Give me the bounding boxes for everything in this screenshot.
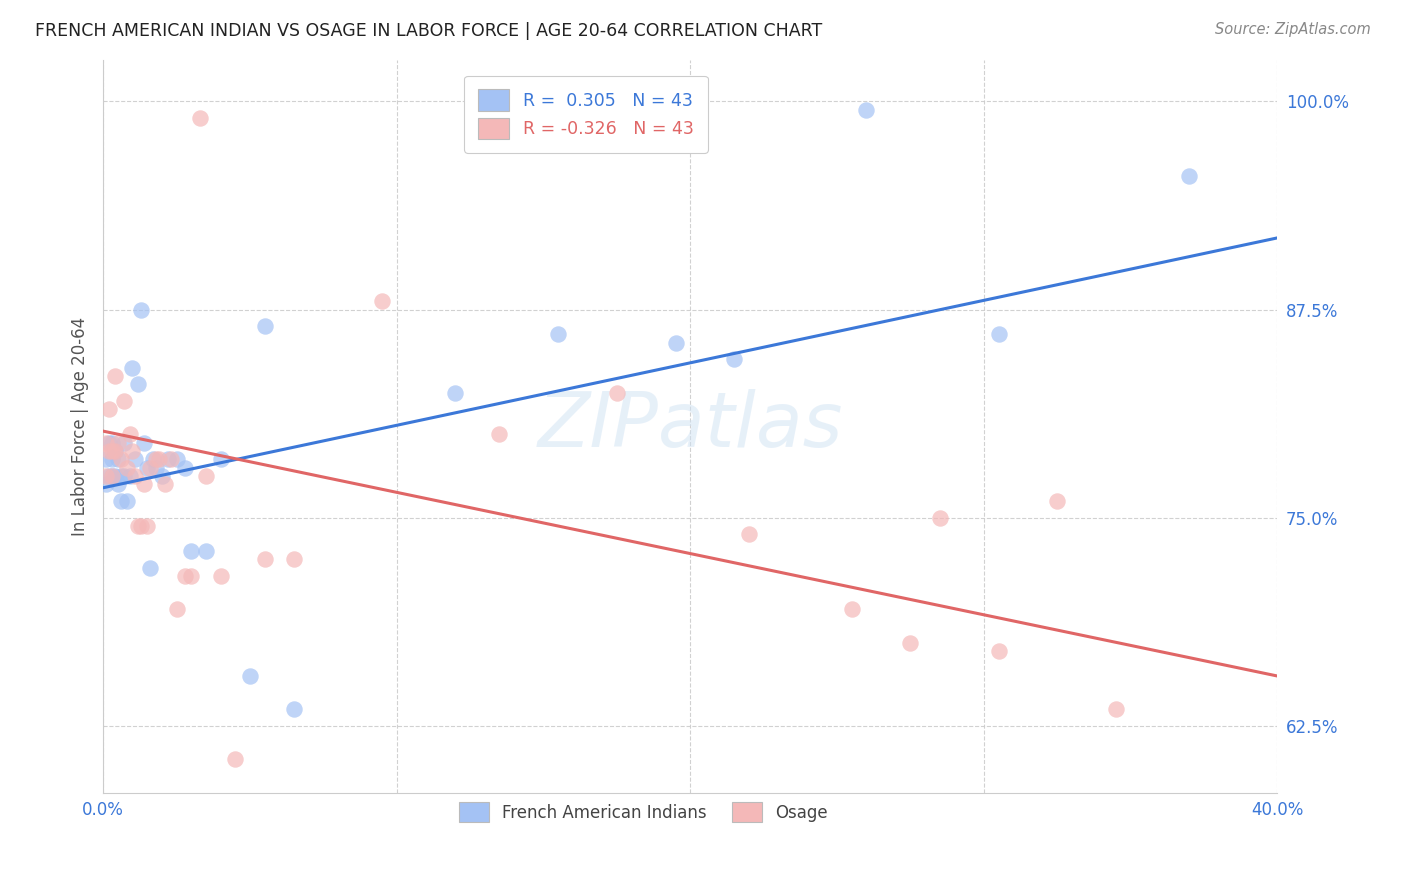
Point xyxy=(98,435,121,450)
Point xyxy=(723,352,745,367)
Point xyxy=(101,469,124,483)
Point xyxy=(101,469,124,483)
Point xyxy=(194,469,217,483)
Point xyxy=(209,452,232,467)
Point xyxy=(444,385,467,400)
Point xyxy=(112,394,135,409)
Point xyxy=(104,369,127,384)
Point xyxy=(139,460,162,475)
Text: ZIPatlas: ZIPatlas xyxy=(537,389,844,463)
Point xyxy=(104,444,127,458)
Point xyxy=(488,427,510,442)
Point xyxy=(194,544,217,558)
Point xyxy=(188,111,211,125)
Text: Source: ZipAtlas.com: Source: ZipAtlas.com xyxy=(1215,22,1371,37)
Point xyxy=(118,427,141,442)
Y-axis label: In Labor Force | Age 20-64: In Labor Force | Age 20-64 xyxy=(72,317,89,536)
Point xyxy=(134,477,156,491)
Point xyxy=(209,569,232,583)
Point xyxy=(283,552,305,566)
Point xyxy=(127,377,149,392)
Point xyxy=(253,319,276,334)
Point xyxy=(665,335,688,350)
Point xyxy=(1046,494,1069,508)
Point xyxy=(136,460,159,475)
Point xyxy=(110,494,132,508)
Point xyxy=(124,469,146,483)
Point xyxy=(987,327,1010,342)
Point xyxy=(104,469,127,483)
Point xyxy=(118,469,141,483)
Point xyxy=(115,494,138,508)
Point xyxy=(129,302,152,317)
Point xyxy=(94,477,117,491)
Point xyxy=(129,519,152,533)
Point xyxy=(159,452,181,467)
Point xyxy=(180,569,202,583)
Point xyxy=(98,402,121,417)
Point xyxy=(101,452,124,467)
Point xyxy=(987,644,1010,658)
Point xyxy=(124,452,146,467)
Legend: French American Indians, Osage: French American Indians, Osage xyxy=(446,789,841,836)
Point xyxy=(121,360,143,375)
Point xyxy=(107,477,129,491)
Point xyxy=(134,435,156,450)
Point xyxy=(606,385,628,400)
Point xyxy=(136,519,159,533)
Point xyxy=(112,435,135,450)
Point xyxy=(239,669,262,683)
Point xyxy=(156,452,179,467)
Point xyxy=(928,510,950,524)
Point xyxy=(153,477,176,491)
Point xyxy=(224,752,246,766)
Point xyxy=(98,469,121,483)
Point xyxy=(166,602,188,616)
Point xyxy=(112,469,135,483)
Point xyxy=(98,444,121,458)
Point xyxy=(174,569,197,583)
Point xyxy=(855,103,877,117)
Point xyxy=(115,460,138,475)
Point xyxy=(94,435,117,450)
Point xyxy=(1178,169,1201,184)
Point xyxy=(253,552,276,566)
Point xyxy=(371,294,394,309)
Point xyxy=(547,327,569,342)
Point xyxy=(166,452,188,467)
Point xyxy=(1105,702,1128,716)
Point xyxy=(121,444,143,458)
Point xyxy=(142,452,165,467)
Point xyxy=(104,444,127,458)
Point xyxy=(139,560,162,574)
Point xyxy=(841,602,863,616)
Point xyxy=(94,469,117,483)
Point xyxy=(174,460,197,475)
Point xyxy=(110,452,132,467)
Point xyxy=(127,519,149,533)
Point xyxy=(148,452,170,467)
Point xyxy=(107,452,129,467)
Point xyxy=(101,435,124,450)
Point xyxy=(900,636,922,650)
Point xyxy=(738,527,761,541)
Text: FRENCH AMERICAN INDIAN VS OSAGE IN LABOR FORCE | AGE 20-64 CORRELATION CHART: FRENCH AMERICAN INDIAN VS OSAGE IN LABOR… xyxy=(35,22,823,40)
Point xyxy=(180,544,202,558)
Point xyxy=(110,469,132,483)
Point xyxy=(145,452,167,467)
Point xyxy=(145,460,167,475)
Point xyxy=(283,702,305,716)
Point xyxy=(94,452,117,467)
Point xyxy=(101,444,124,458)
Point xyxy=(150,469,173,483)
Point xyxy=(107,435,129,450)
